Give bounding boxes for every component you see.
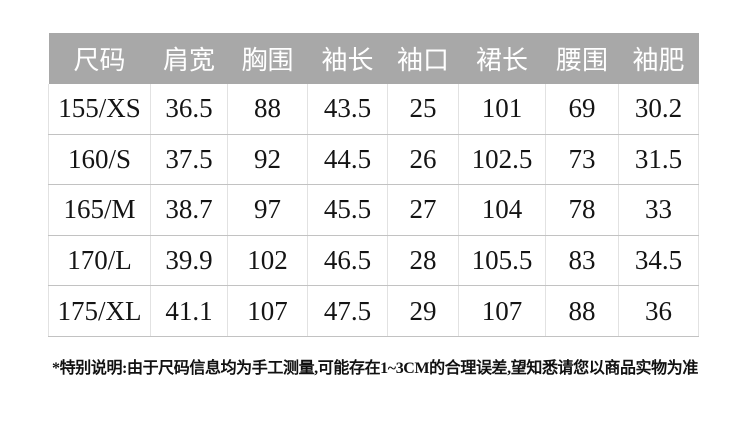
table-cell: 105.5 [458,235,546,287]
table-cell: 102 [227,235,308,287]
table-cell: 107 [227,285,308,337]
table-cell: 101 [458,84,546,135]
table-cell: 38.7 [150,184,228,236]
table-cell: 46.5 [307,235,388,287]
table-cell: 69 [545,84,619,135]
table-row: 165/M 38.7 97 45.5 27 104 78 33 [48,184,699,236]
table-body: 155/XS 36.5 88 43.5 25 101 69 30.2 160/S 37.5 92 44… [48,84,699,337]
table-cell: 44.5 [307,134,388,186]
table-cell: 34.5 [618,235,699,287]
table-cell: 47.5 [307,285,388,337]
table-cell: 92 [227,134,308,186]
table-cell: 175/XL [48,285,151,337]
column-header-0: 尺码 [48,33,151,84]
table-cell: 170/L [48,235,151,287]
table-row: 155/XS 36.5 88 43.5 25 101 69 30.2 [48,84,699,135]
table-cell: 97 [227,184,308,236]
table-cell: 28 [387,235,459,287]
table-cell: 36.5 [150,84,228,135]
table-cell: 107 [458,285,546,337]
table-cell: 39.9 [150,235,228,287]
table-cell: 30.2 [618,84,699,135]
table-cell: 26 [387,134,459,186]
size-table: 尺码 肩宽 胸围 袖长 袖口 裙长 腰围 袖肥 155/XS 36.5 88 43.5 25 101 69… [48,33,699,337]
table-cell: 41.1 [150,285,228,337]
table-cell: 102.5 [458,134,546,186]
table-cell: 73 [545,134,619,186]
column-header-1: 肩宽 [150,33,228,84]
table-cell: 37.5 [150,134,228,186]
table-header-row: 尺码 肩宽 胸围 袖长 袖口 裙长 腰围 袖肥 [48,33,699,84]
column-header-5: 裙长 [458,33,546,84]
table-cell: 88 [227,84,308,135]
table-row: 160/S 37.5 92 44.5 26 102.5 73 31.5 [48,134,699,186]
table-row: 175/XL 41.1 107 47.5 29 107 88 36 [48,285,699,337]
table-cell: 78 [545,184,619,236]
column-header-4: 袖口 [387,33,459,84]
table-header: 尺码 肩宽 胸围 袖长 袖口 裙长 腰围 袖肥 [48,33,699,84]
column-header-2: 胸围 [227,33,308,84]
table-cell: 36 [618,285,699,337]
table-cell: 43.5 [307,84,388,135]
disclaimer-note: *特别说明:由于尺码信息均为手工测量,可能存在1~3CM的合理误差,望知悉请您以… [52,360,698,377]
table-cell: 155/XS [48,84,151,135]
table-cell: 29 [387,285,459,337]
column-header-3: 袖长 [307,33,388,84]
column-header-6: 腰围 [545,33,619,84]
table-cell: 25 [387,84,459,135]
table-row: 170/L 39.9 102 46.5 28 105.5 83 34.5 [48,235,699,287]
table-cell: 88 [545,285,619,337]
table-cell: 83 [545,235,619,287]
table-cell: 165/M [48,184,151,236]
table-cell: 27 [387,184,459,236]
table-cell: 31.5 [618,134,699,186]
table-cell: 160/S [48,134,151,186]
table-cell: 45.5 [307,184,388,236]
table-cell: 104 [458,184,546,236]
column-header-7: 袖肥 [618,33,699,84]
table-cell: 33 [618,184,699,236]
